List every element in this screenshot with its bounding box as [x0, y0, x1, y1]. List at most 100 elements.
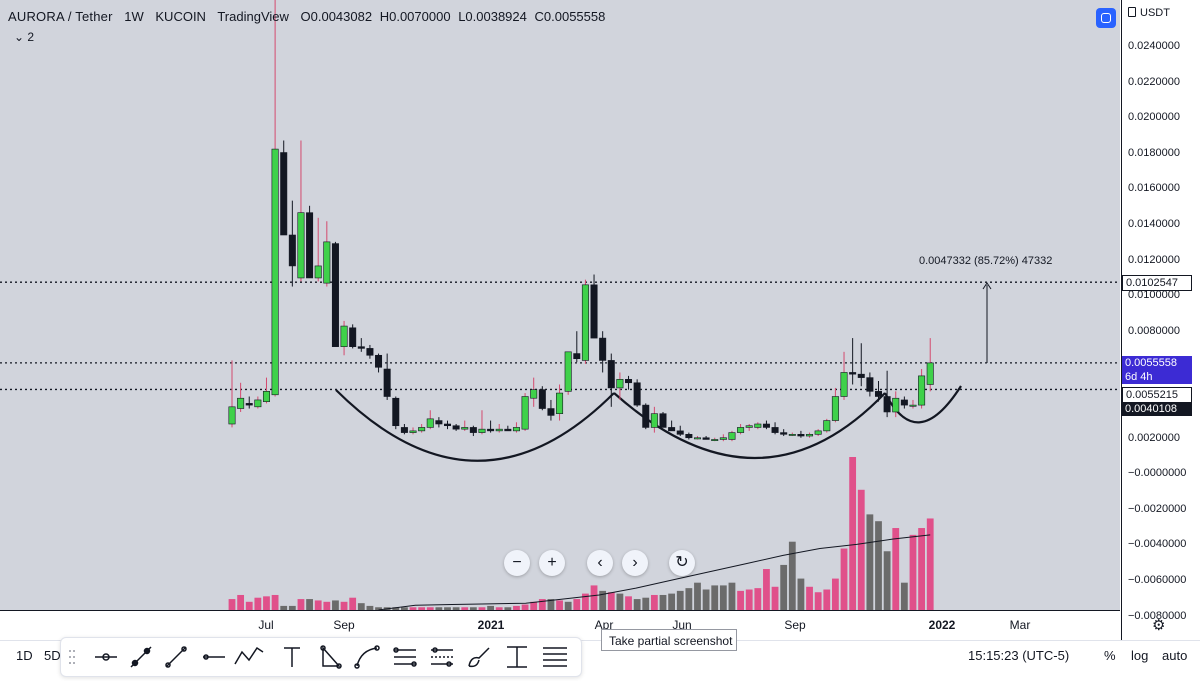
price-axis[interactable] — [1121, 0, 1200, 640]
price-unit[interactable]: USDT — [1128, 7, 1170, 19]
candle-body — [426, 418, 434, 428]
volume-bar — [392, 607, 400, 610]
parallel-channel-icon[interactable] — [393, 647, 417, 667]
settings-gear-icon[interactable]: ⚙ — [1152, 617, 1166, 634]
price-tag-last-price: 0.0055558 — [1122, 356, 1192, 370]
volume-bar — [564, 601, 572, 610]
candle-body — [702, 437, 710, 440]
percent-scale-button[interactable]: % — [1104, 648, 1116, 663]
reset-chart-button[interactable]: ↻ — [669, 550, 695, 576]
chart-legend: AURORA / Tether 1W KUCOIN TradingView O0… — [8, 9, 613, 24]
candle-body — [340, 325, 348, 347]
candle — [443, 420, 451, 430]
measure-icon[interactable] — [507, 646, 527, 668]
candle — [262, 377, 270, 404]
candle — [288, 200, 296, 287]
triangle-icon[interactable] — [320, 645, 342, 669]
candle — [375, 353, 383, 373]
trend-line-icon[interactable] — [165, 646, 187, 668]
volume-bar — [883, 551, 891, 610]
text-icon[interactable] — [284, 647, 300, 667]
candle-body — [814, 430, 822, 435]
candle-body — [245, 403, 253, 406]
log-scale-button[interactable]: log — [1131, 648, 1149, 663]
path-icon[interactable] — [234, 646, 264, 665]
chart-canvas[interactable] — [0, 0, 1120, 640]
candle-body — [866, 377, 874, 392]
candle-body — [564, 351, 572, 392]
measure-arrow-head — [982, 282, 992, 290]
horizontal-ray-icon[interactable] — [203, 654, 225, 660]
candle — [806, 432, 814, 438]
clock-timezone[interactable]: 15:15:23 (UTC-5) — [968, 648, 1070, 663]
volume-bar — [668, 593, 676, 610]
scroll-left-button[interactable]: ‹ — [587, 550, 613, 576]
price-tick-label: 0.0240000 — [1128, 40, 1180, 52]
paint-brush-icon[interactable] — [468, 647, 490, 668]
candle-body — [840, 372, 848, 397]
candle-body — [874, 391, 882, 397]
candle-body — [668, 427, 676, 432]
volume-bar — [513, 605, 520, 610]
brush-line-icon[interactable] — [130, 646, 152, 668]
candle-body — [642, 404, 650, 428]
volume-bar — [401, 607, 408, 610]
candle — [814, 429, 822, 437]
candle-body — [366, 348, 374, 356]
candle-body — [831, 396, 839, 421]
candle-body — [737, 427, 745, 433]
volume-bar — [538, 599, 546, 610]
volume-bar — [521, 604, 529, 610]
candle-body — [504, 428, 512, 432]
candle-body — [495, 428, 503, 432]
candle — [616, 372, 624, 400]
volume-bar — [607, 592, 615, 610]
candle-body — [616, 379, 624, 389]
indicator-collapse-toggle[interactable]: ⌄ 2 — [14, 30, 34, 44]
time-axis[interactable] — [0, 610, 1120, 641]
legend-interval: 1W — [124, 9, 144, 24]
candle-body — [900, 399, 908, 406]
drag-handle-icon[interactable] — [69, 650, 75, 664]
volume-ma-line — [378, 534, 931, 611]
price-tick-label: 0.0120000 — [1128, 253, 1180, 266]
volume-bar — [849, 457, 857, 610]
candle — [780, 429, 788, 437]
candle — [547, 399, 555, 421]
fib-levels-icon[interactable] — [543, 647, 567, 667]
time-tick-label: Mar — [1009, 618, 1031, 632]
price-tick-label: 0.0080000 — [1128, 324, 1180, 337]
candle — [754, 422, 762, 430]
candle — [512, 422, 520, 433]
candle — [788, 432, 796, 437]
auto-scale-button[interactable]: auto — [1162, 648, 1188, 663]
candle-body — [728, 432, 736, 440]
candle — [331, 241, 339, 347]
dot-line-icon[interactable] — [95, 653, 117, 661]
interval-1d-button[interactable]: 1D — [16, 648, 33, 663]
interval-5d-button[interactable]: 5D — [44, 648, 61, 663]
legend-symbol[interactable]: AURORA / Tether — [8, 9, 113, 24]
price-tick-label: 0.0180000 — [1128, 146, 1180, 159]
curve-icon[interactable] — [354, 645, 380, 669]
candle-body — [280, 152, 288, 236]
volume-bar — [659, 594, 667, 610]
candle-body — [512, 427, 520, 432]
candle-body — [607, 360, 615, 389]
candle — [469, 425, 477, 437]
zoom-in-button[interactable]: + — [539, 550, 565, 576]
volume-bar — [573, 599, 581, 610]
candle — [831, 387, 839, 423]
zoom-out-button[interactable]: − — [504, 550, 530, 576]
volume-bar — [823, 589, 831, 610]
candle-body — [297, 212, 305, 279]
pitchfork-icon[interactable] — [431, 647, 453, 667]
scroll-right-button[interactable]: › — [622, 550, 648, 576]
candle — [254, 396, 262, 409]
volume-bar — [323, 601, 331, 610]
price-tick-label: 0.0200000 — [1128, 111, 1180, 124]
candle-body — [780, 432, 788, 435]
candle — [426, 410, 434, 430]
candle-body — [754, 423, 762, 428]
price-tag-upper-level: 0.0102547 — [1122, 275, 1192, 291]
